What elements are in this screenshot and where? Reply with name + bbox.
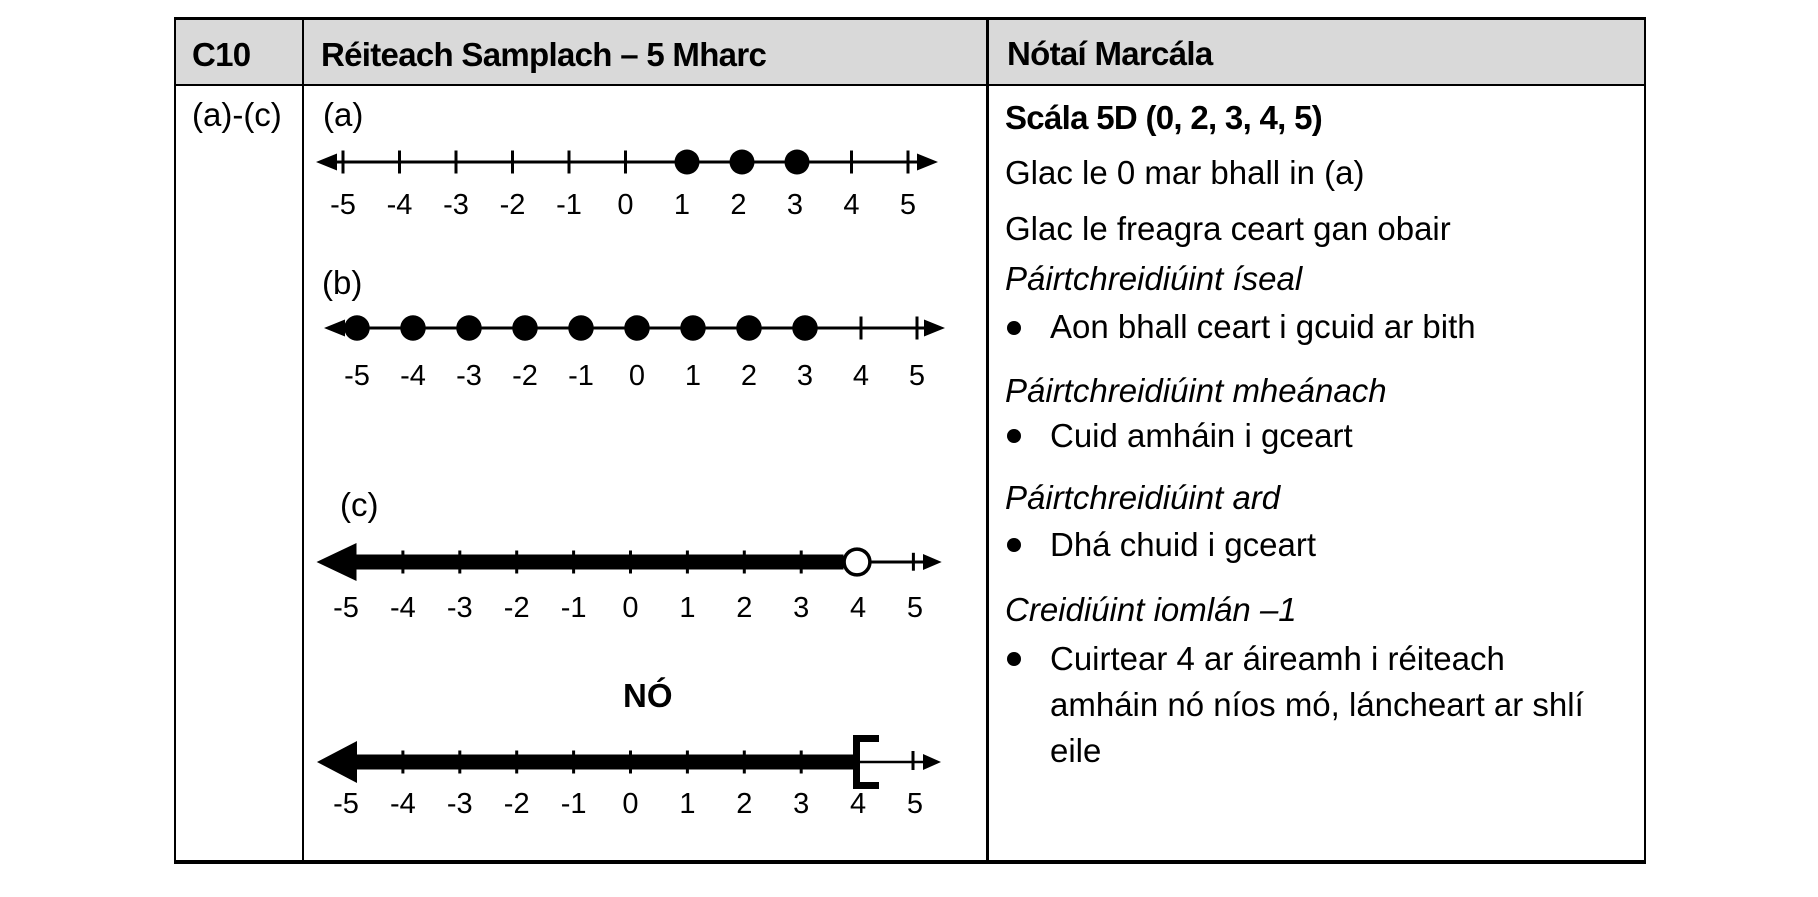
svg-text:-4: -4 [400, 360, 426, 392]
svg-text:-3: -3 [447, 788, 473, 820]
svg-text:-1: -1 [556, 189, 582, 221]
svg-text:-5: -5 [330, 189, 356, 221]
svg-text:5: 5 [900, 189, 916, 221]
svg-text:-2: -2 [512, 360, 538, 392]
svg-text:-5: -5 [344, 360, 370, 392]
svg-text:-5: -5 [333, 592, 359, 624]
svg-text:-1: -1 [561, 592, 587, 624]
svg-text:-3: -3 [443, 189, 469, 221]
svg-text:5: 5 [907, 592, 923, 624]
svg-text:4: 4 [853, 360, 869, 392]
svg-text:-4: -4 [390, 788, 416, 820]
svg-text:0: 0 [617, 189, 633, 221]
svg-text:4: 4 [850, 592, 866, 624]
svg-text:-2: -2 [504, 788, 530, 820]
svg-text:2: 2 [736, 788, 752, 820]
svg-text:1: 1 [679, 592, 695, 624]
svg-text:-2: -2 [500, 189, 526, 221]
svg-text:4: 4 [850, 788, 866, 820]
svg-text:-3: -3 [447, 592, 473, 624]
svg-text:3: 3 [793, 592, 809, 624]
svg-text:4: 4 [843, 189, 859, 221]
svg-text:-4: -4 [390, 592, 416, 624]
svg-text:2: 2 [741, 360, 757, 392]
svg-text:-4: -4 [387, 189, 413, 221]
svg-text:-1: -1 [568, 360, 594, 392]
svg-text:-5: -5 [333, 788, 359, 820]
svg-text:1: 1 [674, 189, 690, 221]
svg-text:2: 2 [736, 592, 752, 624]
svg-text:0: 0 [622, 592, 638, 624]
svg-text:2: 2 [730, 189, 746, 221]
svg-text:5: 5 [909, 360, 925, 392]
svg-text:3: 3 [793, 788, 809, 820]
svg-text:-3: -3 [456, 360, 482, 392]
svg-text:3: 3 [797, 360, 813, 392]
svg-text:-1: -1 [561, 788, 587, 820]
svg-text:3: 3 [787, 189, 803, 221]
svg-text:0: 0 [622, 788, 638, 820]
svg-text:-2: -2 [504, 592, 530, 624]
svg-text:1: 1 [685, 360, 701, 392]
svg-text:1: 1 [679, 788, 695, 820]
svg-text:5: 5 [907, 788, 923, 820]
svg-text:0: 0 [629, 360, 645, 392]
